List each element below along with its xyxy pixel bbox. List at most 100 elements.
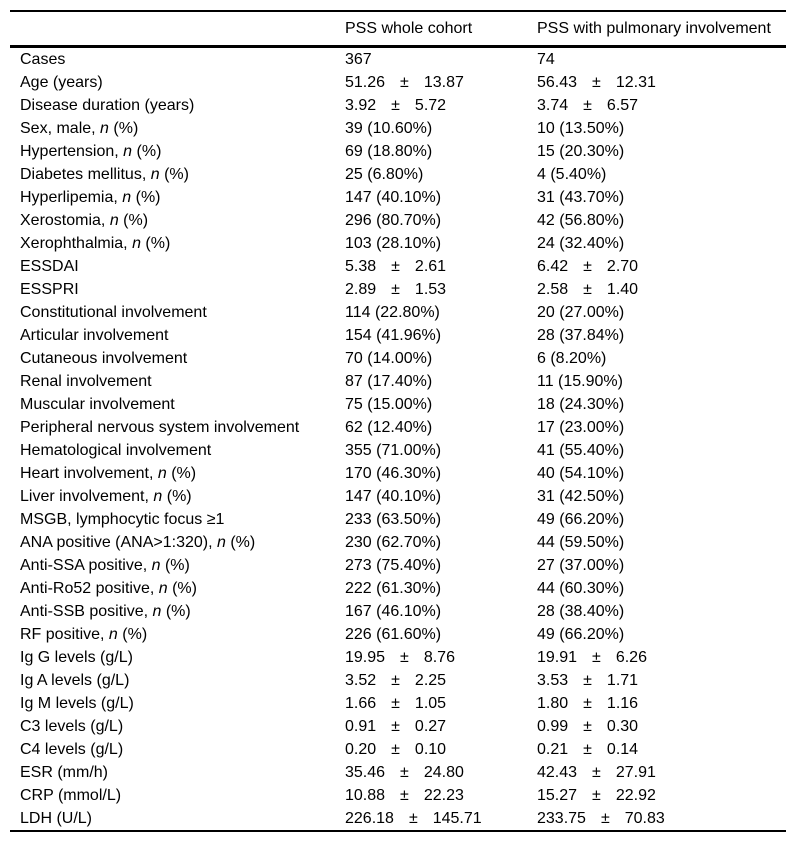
table-row: ANA positive (ANA>1:320), n (%) 230 (62.7… [10, 531, 786, 554]
table-row: Xerophthalmia, n (%) 103 (28.10%) 24 (32.4… [10, 232, 786, 255]
value-whole-cohort: 230 (62.70%) [345, 534, 442, 551]
value-whole-cohort: 3.92 ±5.72 [345, 94, 537, 117]
value-whole-cohort: 75 (15.00%) [345, 396, 433, 413]
value-pulmonary-involvement: 42.43 ±27.91 [537, 761, 786, 784]
sd-value: 0.14 [606, 741, 639, 758]
pss-cohort-table: PSS whole cohort PSS with pulmonary invo… [10, 10, 786, 832]
value-pulmonary-involvement: 28 (37.84%) [537, 327, 625, 344]
mean-value: 51.26 [345, 74, 386, 91]
sd-value: 0.27 [414, 718, 447, 735]
table-row: Peripheral nervous system involvement 62 … [10, 416, 786, 439]
mean-value: 0.91 [345, 718, 377, 735]
table-row: ESR (mm/h) 35.46 ±24.80 42.43 ±27.91 [10, 761, 786, 784]
header-pulmonary-involvement: PSS with pulmonary involvement [537, 11, 786, 48]
table-row: Heart involvement, n (%) 170 (46.30%) 40 (… [10, 462, 786, 485]
value-pulmonary-involvement: 24 (32.40%) [537, 235, 625, 252]
value-whole-cohort: 1.66 ±1.05 [345, 692, 537, 715]
plus-minus-sign: ± [583, 97, 592, 114]
table-row: Renal involvement 87 (17.40%) 11 (15.90%) [10, 370, 786, 393]
value-whole-cohort: 10.88 ±22.23 [345, 784, 537, 807]
sd-value: 0.10 [414, 741, 447, 758]
mean-value: 2.89 [345, 281, 377, 298]
value-pulmonary-involvement: 41 (55.40%) [537, 442, 625, 459]
sd-value: 2.70 [606, 258, 639, 275]
plus-minus-sign: ± [408, 810, 418, 827]
value-pulmonary-involvement: 20 (27.00%) [537, 304, 625, 321]
value-whole-cohort: 222 (61.30%) [345, 580, 442, 597]
row-label: Ig G levels (g/L) [20, 649, 133, 666]
table-row: Anti-SSA positive, n (%) 273 (75.40%) 27 (… [10, 554, 786, 577]
value-whole-cohort: 273 (75.40%) [345, 557, 442, 574]
row-label: RF positive, n (%) [20, 626, 148, 643]
value-pulmonary-involvement: 1.80 ±1.16 [537, 692, 786, 715]
table-row: Hematological involvement 355 (71.00%) 41 … [10, 439, 786, 462]
table-row: Ig G levels (g/L) 19.95 ±8.76 19.91 ±6.26 [10, 646, 786, 669]
paper-table-page: PSS whole cohort PSS with pulmonary invo… [0, 10, 795, 844]
value-pulmonary-involvement: 3.53 ±1.71 [537, 669, 786, 692]
row-label: CRP (mmol/L) [20, 787, 122, 804]
value-whole-cohort: 3.52 ±2.25 [345, 669, 537, 692]
row-label: Articular involvement [20, 327, 169, 344]
value-whole-cohort: 167 (46.10%) [345, 603, 442, 620]
mean-value: 3.74 [537, 97, 569, 114]
value-whole-cohort: 233 (63.50%) [345, 511, 442, 528]
table-row: MSGB, lymphocytic focus ≥1 233 (63.50%) 49… [10, 508, 786, 531]
table-row: Cases 367 74 [10, 47, 786, 72]
value-pulmonary-involvement: 3.74 ±6.57 [537, 94, 786, 117]
value-whole-cohort: 226.18 ±145.71 [345, 807, 537, 831]
value-pulmonary-involvement: 74 [537, 51, 555, 68]
mean-value: 1.66 [345, 695, 377, 712]
plus-minus-sign: ± [583, 695, 592, 712]
row-label: Diabetes mellitus, n (%) [20, 166, 189, 183]
value-whole-cohort: 114 (22.80%) [345, 304, 440, 321]
value-whole-cohort: 355 (71.00%) [345, 442, 442, 459]
row-label: Cases [20, 51, 66, 68]
mean-value: 6.42 [537, 258, 569, 275]
plus-minus-sign: ± [592, 764, 601, 781]
sd-value: 22.23 [423, 787, 464, 804]
row-label: Heart involvement, n (%) [20, 465, 197, 482]
sd-value: 1.71 [606, 672, 639, 689]
mean-value: 3.52 [345, 672, 377, 689]
mean-value: 0.20 [345, 741, 377, 758]
sd-value: 24.80 [423, 764, 464, 781]
value-pulmonary-involvement: 0.21 ±0.14 [537, 738, 786, 761]
table-row: LDH (U/L) 226.18 ±145.71 233.75 ±70.83 [10, 807, 786, 831]
value-whole-cohort: 87 (17.40%) [345, 373, 433, 390]
plus-minus-sign: ± [400, 764, 409, 781]
plus-minus-sign: ± [391, 718, 400, 735]
plus-minus-sign: ± [391, 672, 400, 689]
table-row: Constitutional involvement 114 (22.80%) 20… [10, 301, 786, 324]
plus-minus-sign: ± [583, 258, 592, 275]
value-pulmonary-involvement: 27 (37.00%) [537, 557, 625, 574]
sd-value: 6.26 [615, 649, 647, 666]
table-row: CRP (mmol/L) 10.88 ±22.23 15.27 ±22.92 [10, 784, 786, 807]
plus-minus-sign: ± [583, 741, 592, 758]
value-whole-cohort: 5.38 ±2.61 [345, 255, 537, 278]
value-whole-cohort: 2.89 ±1.53 [345, 278, 537, 301]
row-label: ESSPRI [20, 281, 79, 298]
table-row: Anti-SSB positive, n (%) 167 (46.10%) 28 (… [10, 600, 786, 623]
value-pulmonary-involvement: 40 (54.10%) [537, 465, 625, 482]
plus-minus-sign: ± [583, 718, 592, 735]
value-whole-cohort: 0.20 ±0.10 [345, 738, 537, 761]
sd-value: 13.87 [423, 74, 464, 91]
plus-minus-sign: ± [391, 695, 400, 712]
header-whole-cohort: PSS whole cohort [345, 11, 537, 48]
row-label: Hematological involvement [20, 442, 212, 459]
row-label: C4 levels (g/L) [20, 741, 124, 758]
table-row: Disease duration (years) 3.92 ±5.72 3.74 ±6.… [10, 94, 786, 117]
table-row: Hyperlipemia, n (%) 147 (40.10%) 31 (43.70… [10, 186, 786, 209]
sd-value: 8.76 [423, 649, 455, 666]
plus-minus-sign: ± [391, 741, 400, 758]
table-row: Hypertension, n (%) 69 (18.80%) 15 (20.30%… [10, 140, 786, 163]
value-pulmonary-involvement: 19.91 ±6.26 [537, 646, 786, 669]
header-empty [10, 11, 345, 48]
table-row: Ig M levels (g/L) 1.66 ±1.05 1.80 ±1.16 [10, 692, 786, 715]
sd-value: 6.57 [606, 97, 639, 114]
value-pulmonary-involvement: 44 (59.50%) [537, 534, 625, 551]
row-label: Muscular involvement [20, 396, 175, 413]
row-label: Hyperlipemia, n (%) [20, 189, 161, 206]
row-label: Disease duration (years) [20, 97, 195, 114]
plus-minus-sign: ± [600, 810, 610, 827]
